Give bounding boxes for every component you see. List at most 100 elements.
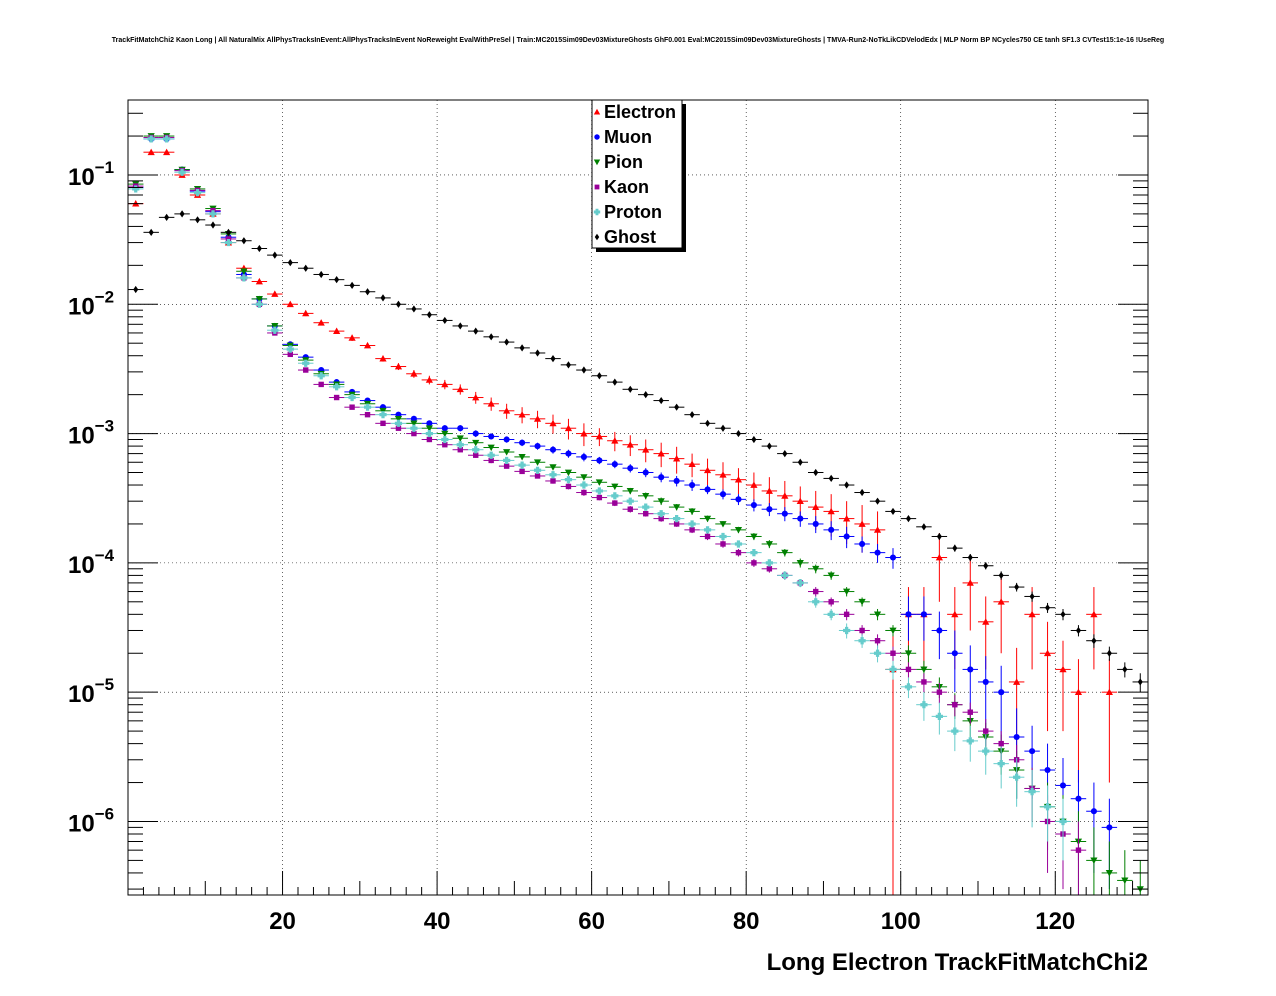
- data-point: [317, 319, 325, 326]
- data-point: [720, 541, 726, 547]
- data-point: [549, 464, 557, 471]
- data-point: [627, 385, 633, 393]
- data-point: [1059, 665, 1067, 673]
- data-point: [349, 404, 355, 410]
- data-point: [611, 437, 619, 444]
- data-point: [580, 481, 588, 489]
- data-point: [982, 618, 990, 625]
- y-tick-label: 10−1: [68, 158, 114, 191]
- data-point: [828, 599, 834, 605]
- data-point: [966, 579, 974, 586]
- data-point: [812, 520, 819, 528]
- data-point: [873, 649, 882, 657]
- data-point: [1090, 857, 1098, 864]
- data-point: [735, 549, 742, 556]
- data-point: [472, 439, 480, 447]
- data-point: [967, 666, 974, 673]
- data-point: [1075, 626, 1081, 635]
- legend-marker-kaon: [594, 184, 600, 190]
- data-point: [734, 476, 743, 483]
- data-point: [363, 341, 372, 349]
- data-point: [781, 571, 789, 580]
- data-point: [240, 274, 248, 282]
- data-point: [703, 515, 712, 523]
- data-point: [673, 504, 681, 511]
- y-tick-label: 10−2: [68, 287, 114, 320]
- data-point: [272, 251, 278, 259]
- data-point: [813, 588, 819, 595]
- data-point: [1106, 649, 1112, 657]
- data-point: [379, 411, 387, 419]
- data-point: [750, 549, 758, 557]
- data-point: [225, 236, 232, 242]
- data-point: [302, 309, 310, 317]
- data-point: [518, 454, 526, 461]
- data-point: [844, 481, 850, 489]
- data-point: [533, 459, 542, 466]
- data-point: [519, 439, 526, 446]
- data-point: [410, 424, 418, 432]
- data-point: [487, 400, 495, 407]
- data-point: [734, 540, 743, 548]
- data-point: [225, 228, 231, 236]
- data-point: [889, 554, 897, 561]
- data-point: [797, 458, 803, 466]
- data-point: [596, 494, 603, 501]
- data-point: [456, 435, 464, 442]
- x-axis-label: Long Electron TrackFitMatchChi2: [767, 949, 1148, 976]
- data-point: [580, 474, 588, 481]
- data-point: [503, 436, 510, 443]
- data-point: [565, 361, 571, 369]
- data-point: [518, 461, 526, 469]
- data-point: [843, 533, 850, 540]
- data-point: [658, 515, 664, 522]
- data-point: [1122, 665, 1128, 674]
- data-point: [1044, 766, 1051, 774]
- data-point: [658, 396, 664, 405]
- data-point: [394, 362, 403, 370]
- data-point: [951, 650, 958, 657]
- data-point: [827, 507, 835, 515]
- data-point: [1059, 782, 1067, 789]
- data-point: [797, 515, 804, 522]
- legend-marker-proton: [593, 208, 601, 216]
- data-point: [163, 135, 171, 143]
- data-point: [580, 429, 588, 437]
- data-point: [394, 415, 403, 423]
- data-point: [904, 650, 913, 657]
- data-point: [642, 503, 650, 511]
- data-point: [394, 419, 403, 427]
- data-point: [750, 481, 758, 488]
- data-point: [457, 447, 463, 453]
- data-point: [1106, 824, 1113, 831]
- data-point: [195, 216, 201, 224]
- data-point: [565, 483, 572, 490]
- data-point: [920, 611, 927, 618]
- data-point: [549, 419, 557, 427]
- data-point: [966, 737, 974, 745]
- data-point: [705, 419, 711, 427]
- data-point: [843, 626, 851, 635]
- data-point: [286, 300, 294, 308]
- data-point: [256, 244, 262, 253]
- data-point: [503, 407, 511, 414]
- data-point: [1090, 808, 1097, 815]
- data-point: [550, 478, 556, 484]
- data-point: [318, 381, 324, 388]
- data-point: [889, 665, 897, 674]
- data-point: [967, 709, 973, 715]
- data-point: [1091, 637, 1097, 645]
- data-point: [209, 210, 217, 218]
- data-point: [379, 355, 387, 362]
- data-point: [1074, 688, 1083, 696]
- data-point: [210, 221, 216, 229]
- data-point: [441, 430, 449, 438]
- data-point: [936, 627, 943, 634]
- data-point: [380, 294, 386, 302]
- data-point: [781, 492, 789, 499]
- data-point: [611, 492, 619, 500]
- data-point: [179, 210, 185, 218]
- data-point: [796, 579, 804, 587]
- legend-label-pion: Pion: [604, 152, 643, 172]
